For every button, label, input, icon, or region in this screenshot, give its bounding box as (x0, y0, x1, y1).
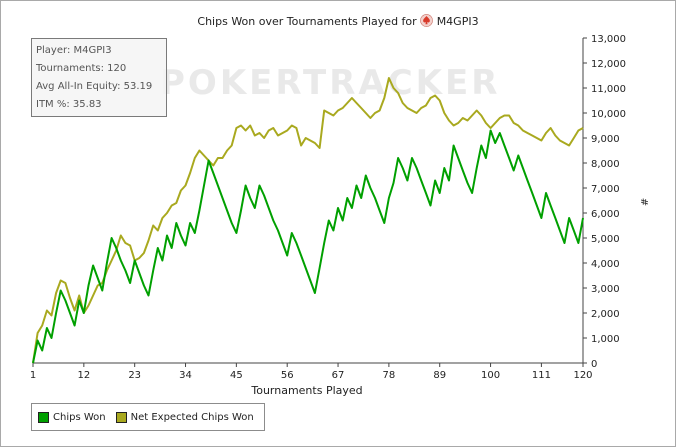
stats-itm: ITM %: 35.83 (36, 99, 102, 110)
y-tick-label: 11,000 (591, 84, 626, 95)
series-line-chips-won (32, 129, 584, 364)
y-tick-label: 5,000 (591, 234, 620, 245)
y-axis-label: # (638, 198, 649, 206)
y-tick-label: 8,000 (591, 159, 620, 170)
stats-player: Player: M4GPI3 (36, 45, 112, 56)
y-tick-label: 0 (591, 359, 597, 370)
x-tick-label: 111 (532, 370, 551, 381)
series-line-net-expected (32, 77, 584, 364)
y-tick-label: 12,000 (591, 59, 626, 70)
legend: Chips Won Net Expected Chips Won (31, 403, 265, 431)
y-tick-label: 6,000 (591, 209, 620, 220)
x-tick-label: 78 (383, 370, 396, 381)
spade-icon (420, 14, 434, 27)
x-tick-label: 67 (332, 370, 345, 381)
y-tick-label: 7,000 (591, 184, 620, 195)
y-tick-label: 1,000 (591, 334, 620, 345)
x-tick-label: 100 (481, 370, 500, 381)
stats-box: Player: M4GPI3 Tournaments: 120 Avg All-… (31, 38, 167, 117)
chart-title: Chips Won over Tournaments Played for M4… (0, 14, 676, 28)
x-tick-label: 12 (77, 370, 90, 381)
x-tick-label: 1 (30, 370, 36, 381)
x-axis-label: Tournaments Played (250, 384, 362, 397)
legend-swatch-chips-won (38, 411, 49, 423)
legend-label-net-expected: Net Expected Chips Won (130, 411, 254, 423)
axes: 0 1,000 2,000 3,000 4,000 5,000 6,000 7,000 8,00… (30, 34, 626, 381)
stats-avg-equity: Avg All-In Equity: 53.19 (36, 81, 153, 92)
legend-label-chips-won: Chips Won (53, 411, 106, 423)
y-tick-label: 9,000 (591, 134, 620, 145)
x-tick-label: 120 (573, 370, 592, 381)
stats-tournaments: Tournaments: 120 (36, 63, 127, 74)
y-tick-label: 10,000 (591, 109, 626, 120)
y-tick-label: 13,000 (591, 34, 626, 45)
player-name: M4GPI3 (436, 15, 479, 28)
watermark: POKERTRACKER (160, 63, 500, 103)
x-tick-label: 45 (230, 370, 243, 381)
y-tick-label: 3,000 (591, 284, 620, 295)
x-tick-label: 56 (281, 370, 294, 381)
y-tick-label: 4,000 (591, 259, 620, 270)
series-group (32, 77, 584, 364)
legend-swatch-net-expected (115, 411, 127, 423)
x-tick-label: 89 (433, 370, 446, 381)
legend-item-chips-won: Chips Won (38, 411, 106, 423)
x-tick-label: 34 (179, 370, 192, 381)
y-tick-label: 2,000 (591, 309, 620, 320)
legend-item-net-expected: Net Expected Chips Won (115, 411, 254, 423)
x-tick-label: 23 (128, 370, 141, 381)
chart-title-text: Chips Won over Tournaments Played for (197, 15, 417, 28)
